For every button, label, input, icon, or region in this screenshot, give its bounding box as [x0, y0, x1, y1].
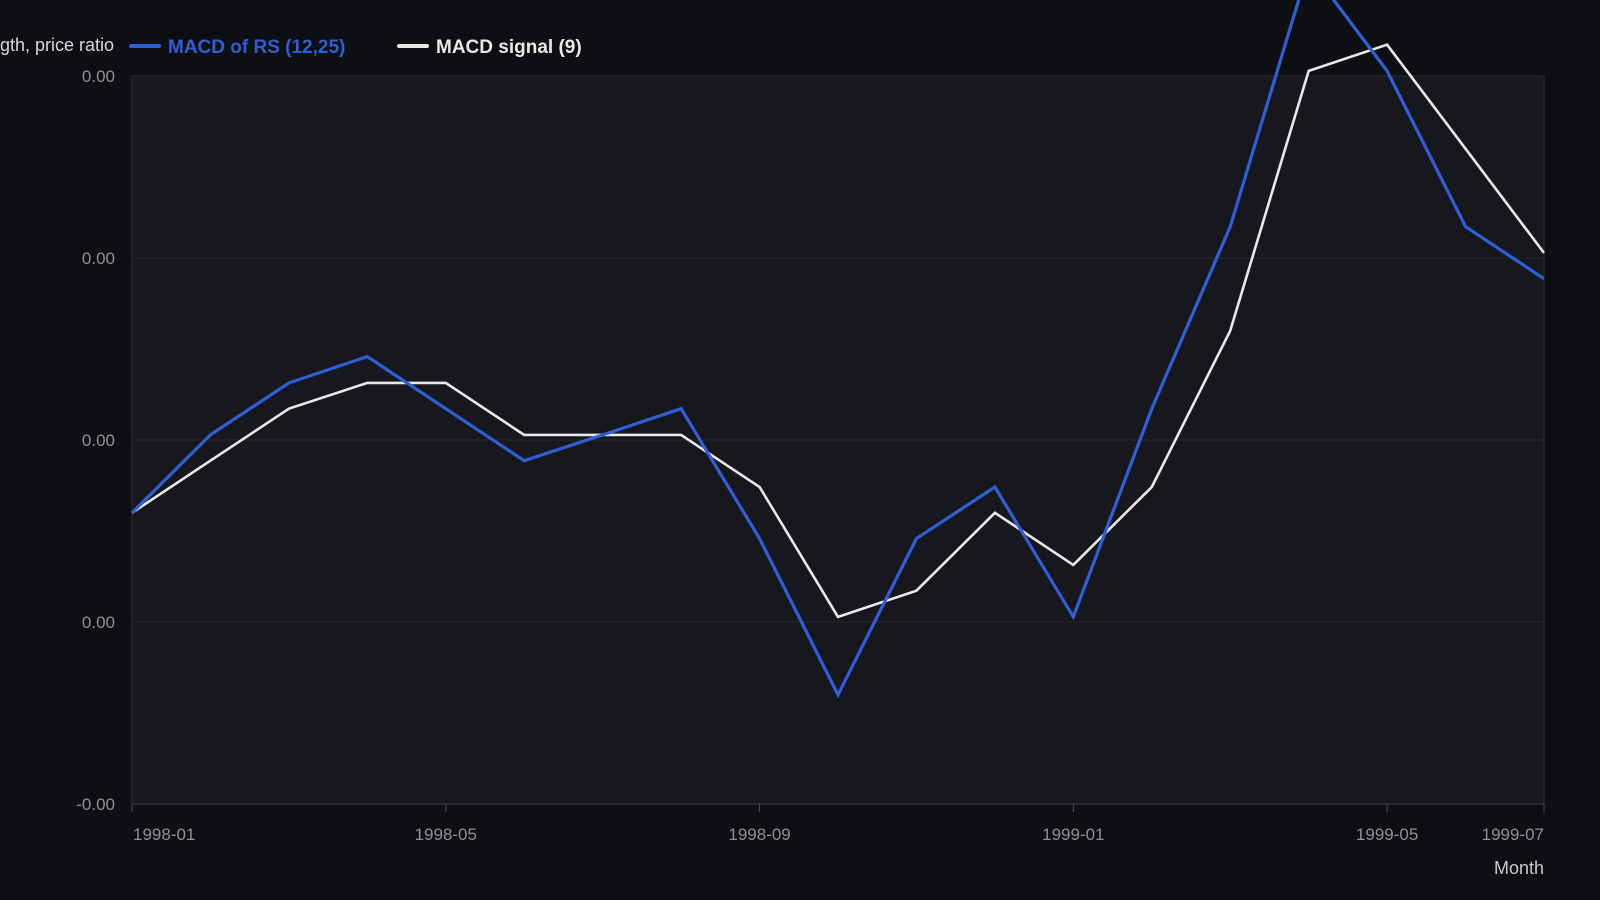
x-tick-label: 1999-07: [1482, 825, 1544, 844]
x-tick-label: 1998-09: [728, 825, 790, 844]
y-tick-label: 0.00: [82, 67, 115, 86]
y-axis-title: Relative strength, price ratio: [0, 35, 114, 55]
x-tick-label: 1999-01: [1042, 825, 1104, 844]
x-tick-label: 1998-05: [415, 825, 477, 844]
grid-lines: [132, 257, 1544, 623]
legend-label-signal: MACD signal (9): [436, 37, 582, 58]
y-tick-label: -0.00: [76, 795, 115, 814]
x-tick-label: 1999-05: [1356, 825, 1418, 844]
series-line-macd: [130, 0, 1545, 699]
x-axis-title: Month: [1494, 858, 1544, 878]
series-line-signal: [131, 43, 1546, 619]
y-tick-label: 0.00: [82, 431, 115, 450]
y-axis-ticks: -0.00 0.00 0.00 0.00 0.00: [76, 67, 115, 814]
y-tick-label: 0.00: [82, 613, 115, 632]
legend: Relative strength, price ratio MACD of R…: [0, 35, 582, 58]
legend-label-macd: MACD of RS (12,25): [168, 37, 345, 58]
y-tick-label: 0.00: [82, 249, 115, 268]
x-tick-label: 1998-01: [133, 825, 195, 844]
series-lines: [130, 0, 1546, 699]
x-axis-ticks: 1998-01 1998-05 1998-09 1999-01 1999-05 1999-…: [131, 804, 1545, 844]
